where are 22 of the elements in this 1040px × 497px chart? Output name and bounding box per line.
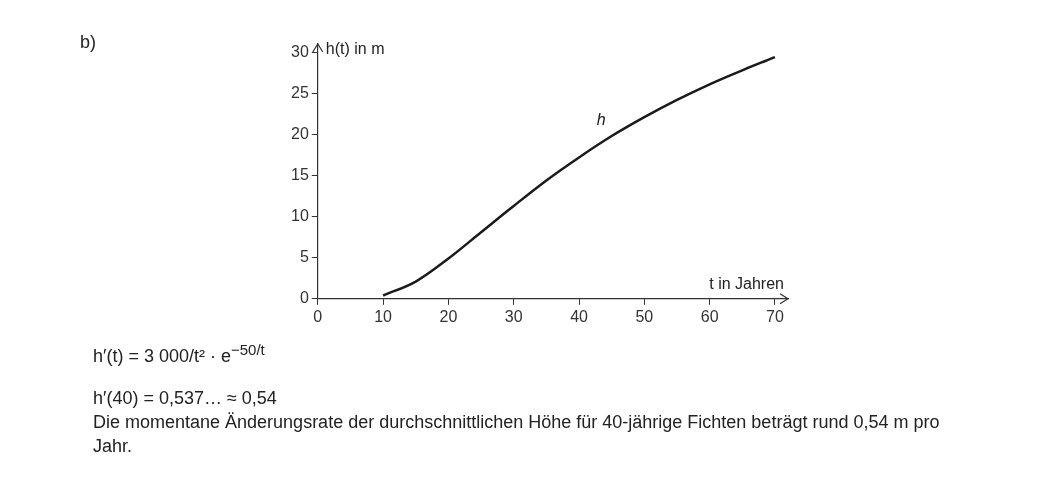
x-tick-label: 10 <box>374 307 393 325</box>
x-tick-label: 60 <box>700 307 719 325</box>
x-tick-label: 70 <box>766 307 784 325</box>
y-tick-label: 20 <box>291 124 309 142</box>
text: b) <box>80 31 97 54</box>
y-tick-label: 15 <box>291 165 309 183</box>
text: h′(40) = 0,537… ≈ 0,54 <box>93 387 278 410</box>
y-tick-label: 0 <box>299 289 309 307</box>
y-tick-label: 30 <box>291 42 309 60</box>
y-tick-label: 25 <box>291 83 309 101</box>
y-tick-label: 10 <box>291 207 309 225</box>
x-tick-label: 50 <box>635 307 654 325</box>
x-tick-label: 0 <box>313 307 323 325</box>
series-label: h <box>596 110 606 128</box>
x-tick-label: 20 <box>439 307 458 325</box>
text: h′(t) = 3 000/t² · e$^{−50/t}$ <box>93 340 266 368</box>
y-axis-title: h(t) in m <box>325 40 385 58</box>
x-tick-label: 40 <box>570 307 589 325</box>
text: Die momentane Änderungsrate der durchschnittlichen Höhe für 40-jährige Fichten beträgt rund 0,54 m pro Jahr. <box>93 411 941 458</box>
y-tick-label: 5 <box>299 248 309 266</box>
x-tick-label: 30 <box>504 307 523 325</box>
x-axis-title: t in Jahren <box>709 275 784 293</box>
